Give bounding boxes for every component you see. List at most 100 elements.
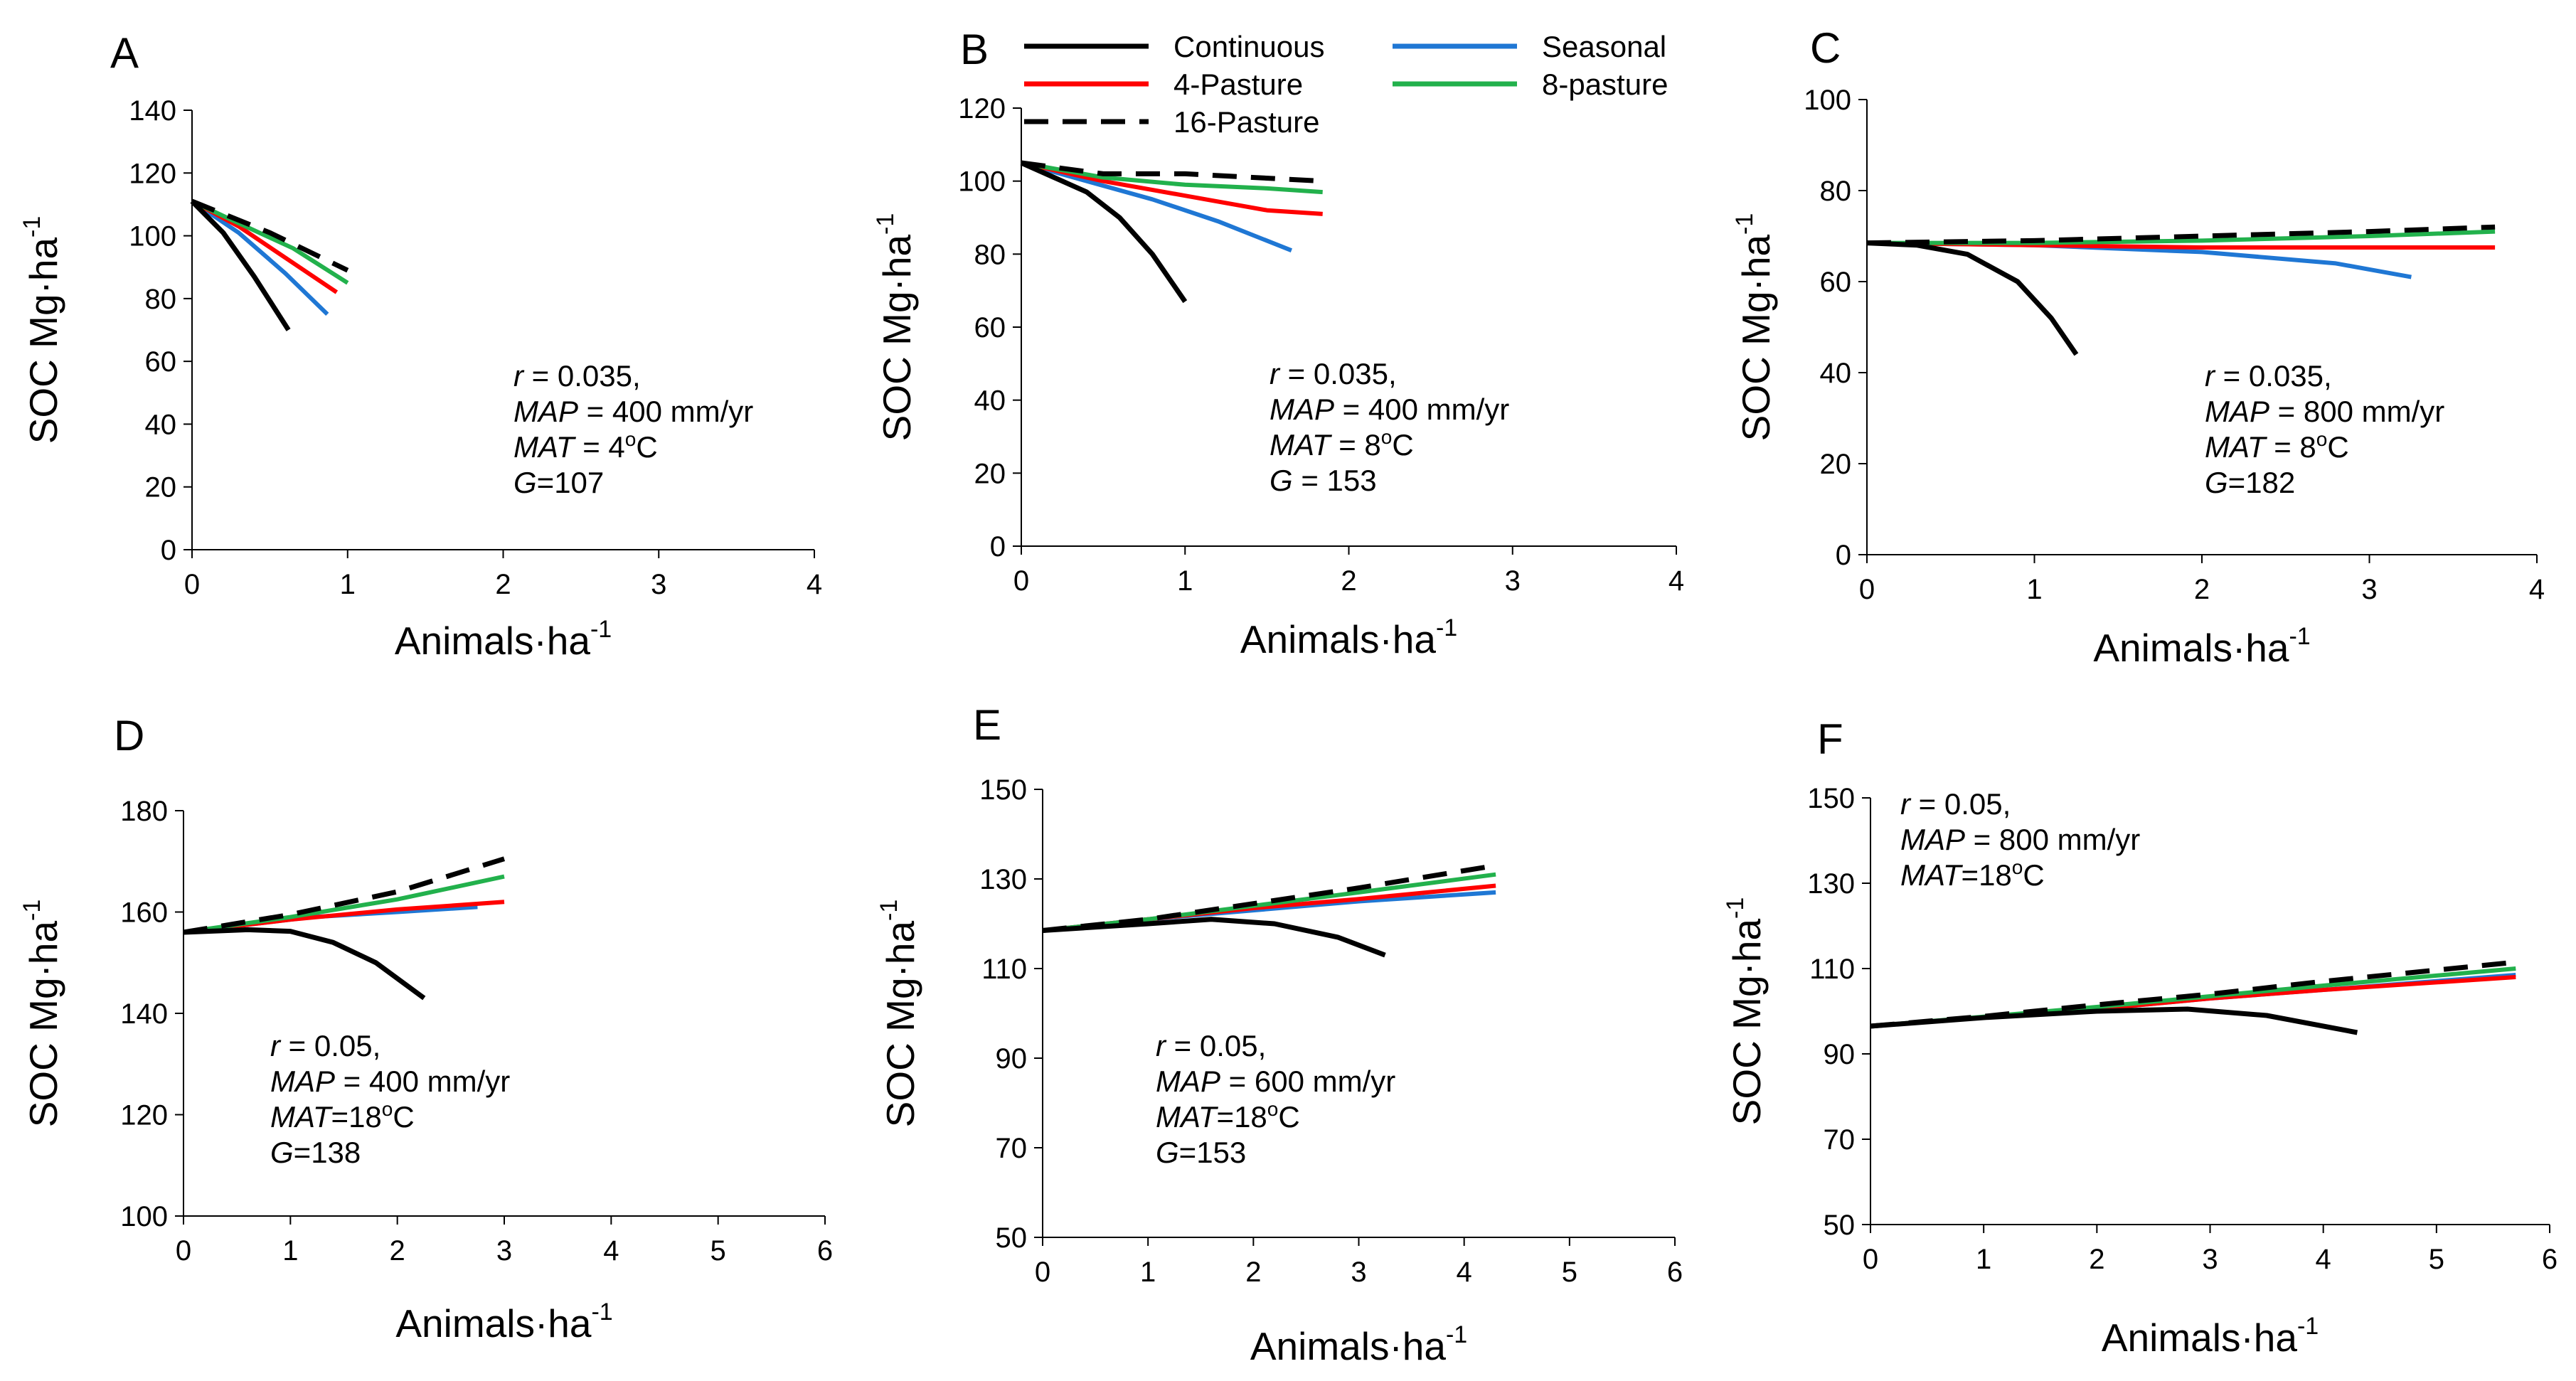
x-tick-label: 5	[2429, 1244, 2444, 1275]
annotation-value: = 800 mm/yr	[2269, 395, 2444, 428]
annotation-line: G = 153	[1270, 464, 1377, 497]
y-tick-label: 80	[145, 284, 177, 315]
annotation-value: =182	[2228, 466, 2296, 499]
legend: Continuous 4-Pasture 16-Pasture Seasonal 8-p…	[1024, 30, 1668, 139]
y-axis-title: SOC Mg·ha-1	[872, 213, 919, 442]
y-tick-label: 60	[974, 312, 1006, 343]
annotation-value: = 0.05,	[1166, 1029, 1266, 1062]
y-tick-label: 90	[996, 1043, 1028, 1075]
annotation-line: MAP = 600 mm/yr	[1156, 1065, 1395, 1098]
series-line-continuous	[1020, 160, 1188, 304]
x-axis-title-text: Animals·ha	[2093, 626, 2289, 670]
annotation-value: = 800 mm/yr	[1965, 823, 2140, 856]
x-tick-label: 4	[1668, 565, 1684, 597]
panel-letter: B	[960, 26, 989, 73]
annotation-value: = 0.035,	[523, 359, 641, 393]
panel-letter: C	[1810, 24, 1841, 72]
y-tick-label: 0	[1836, 540, 1851, 571]
series-line-seasonal	[1021, 161, 1293, 252]
annotation-line: MAT = 4oC	[513, 428, 658, 464]
legend-label-seasonal: Seasonal	[1542, 30, 1666, 63]
y-tick-label: 160	[120, 897, 168, 929]
y-tick-label: 120	[129, 158, 176, 189]
x-tick-label: 1	[1140, 1257, 1156, 1288]
x-tick-label: 1	[340, 569, 356, 600]
annotation-line: G=107	[513, 466, 604, 499]
y-axis-title-sup: -1	[18, 900, 46, 921]
y-axis-title-sup: -1	[872, 213, 899, 235]
annotation-value: = 4	[575, 430, 625, 464]
series-line-8-pasture	[191, 199, 349, 285]
annotation-line: MAT=18oC	[1156, 1098, 1300, 1134]
annotation-variable: MAT	[2205, 430, 2268, 464]
series-line-16-pasture	[1021, 160, 1323, 184]
annotation-line: MAP = 800 mm/yr	[2205, 395, 2444, 428]
y-axis-title: SOC Mg·ha-1	[875, 900, 922, 1128]
annotation-variable: MAP	[270, 1065, 335, 1098]
x-tick-label: 0	[1013, 565, 1029, 597]
x-axis-title: Animals·ha-1	[1250, 1321, 1467, 1368]
y-tick-label: 60	[145, 346, 177, 378]
panel-letter: E	[973, 701, 1001, 749]
annotation-value: = 8	[2266, 430, 2316, 464]
x-tick-label: 3	[1505, 565, 1521, 597]
x-tick-label: 4	[603, 1235, 619, 1267]
y-tick-label: 120	[958, 93, 1006, 124]
annotation-variable: G	[2205, 466, 2228, 499]
y-tick-label: 130	[1807, 868, 1855, 900]
y-axis-title-sup: -1	[18, 216, 46, 238]
annotation-variable: r	[1156, 1029, 1167, 1062]
annotation-value: =153	[1179, 1136, 1247, 1169]
annotation-unit: C	[1392, 428, 1413, 462]
y-tick-label: 20	[974, 458, 1006, 489]
y-tick-label: 90	[1824, 1039, 1856, 1070]
series-line-continuous	[190, 199, 291, 331]
series-line-16-pasture	[1870, 959, 2516, 1029]
annotation-value: =18	[1217, 1100, 1267, 1134]
y-axis-title-text: SOC Mg·ha	[875, 235, 919, 442]
y-tick-label: 100	[1804, 85, 1851, 116]
series-line-seasonal	[191, 199, 329, 316]
annotation-unit: C	[2327, 430, 2348, 464]
annotation-line: r = 0.035,	[1270, 357, 1397, 390]
y-tick-label: 150	[1807, 783, 1855, 814]
x-axis-title-sup: -1	[2297, 1313, 2319, 1340]
y-tick-label: 180	[120, 796, 168, 827]
x-axis-title: Animals·ha-1	[2093, 623, 2310, 670]
legend-label-4-pasture: 4-Pasture	[1173, 68, 1303, 101]
annotation-variable: MAP	[1900, 823, 1965, 856]
y-tick-label: 110	[1809, 954, 1855, 985]
annotation-variable: G	[270, 1136, 294, 1169]
y-axis-title-text: SOC Mg·ha	[21, 238, 65, 444]
y-axis-title-text: SOC Mg·ha	[1725, 919, 1769, 1126]
x-axis-title: Animals·ha-1	[395, 1299, 612, 1345]
annotation-value: =18	[1962, 858, 2012, 892]
annotation-value: = 400 mm/yr	[1334, 393, 1509, 426]
x-axis-title: Animals·ha-1	[395, 616, 612, 663]
annotation-variable: MAT	[513, 430, 577, 464]
annotation-variable: r	[513, 359, 525, 393]
annotation-value: = 600 mm/yr	[1220, 1065, 1395, 1098]
annotation-value: = 400 mm/yr	[578, 395, 753, 428]
x-axis-title-sup: -1	[2289, 623, 2310, 650]
annotation-degree: o	[1267, 1098, 1279, 1120]
annotation-value: = 153	[1293, 464, 1377, 497]
annotation-line: MAT = 8oC	[2205, 428, 2349, 464]
annotation-line: r = 0.05,	[1156, 1029, 1266, 1062]
annotation-value: = 0.035,	[1279, 357, 1397, 390]
x-tick-label: 1	[282, 1235, 298, 1267]
annotation-value: =18	[331, 1100, 382, 1134]
y-tick-label: 150	[979, 774, 1027, 806]
x-tick-label: 1	[1976, 1244, 1991, 1275]
x-axis-title-sup: -1	[1446, 1321, 1467, 1348]
legend-label-continuous: Continuous	[1173, 30, 1324, 63]
y-axis-title-text: SOC Mg·ha	[878, 921, 922, 1128]
annotation-line: r = 0.035,	[2205, 359, 2332, 393]
y-axis-title-text: SOC Mg·ha	[1734, 235, 1778, 442]
annotation-value: = 400 mm/yr	[335, 1065, 510, 1098]
y-tick-label: 100	[958, 166, 1006, 198]
x-tick-label: 0	[184, 569, 200, 600]
annotation-variable: MAP	[513, 395, 578, 428]
